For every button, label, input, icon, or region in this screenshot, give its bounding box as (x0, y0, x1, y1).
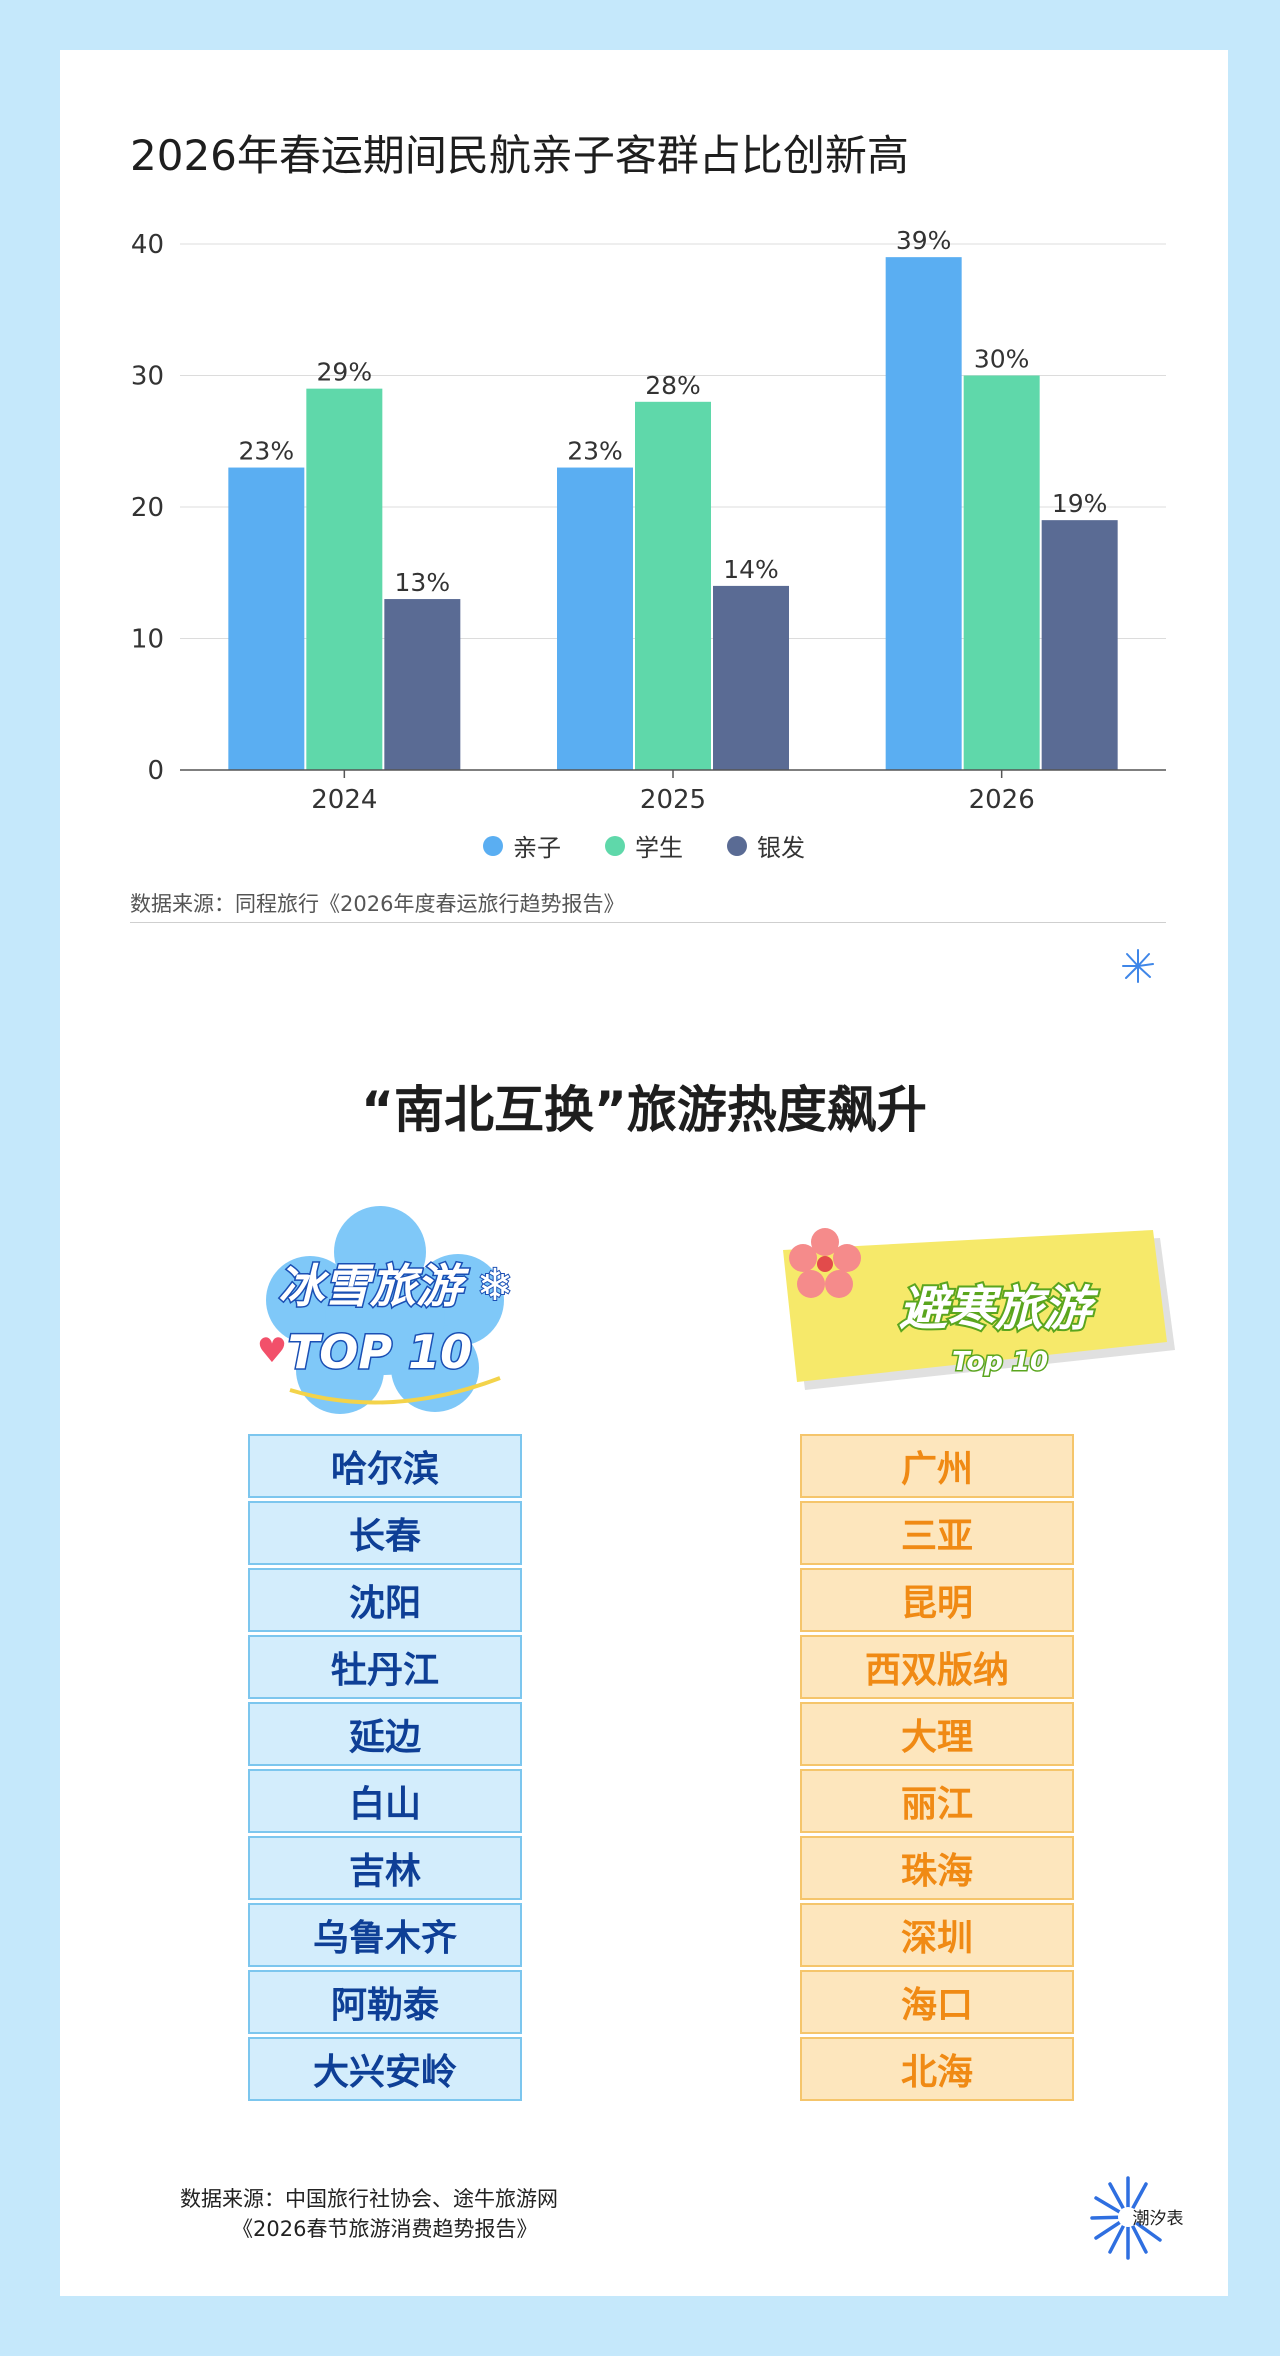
footer-source-line2: 《2026春节旅游消费趋势报告》 (232, 2217, 538, 2241)
data-label: 23% (239, 437, 295, 466)
heart-icon: ♥ (257, 1331, 287, 1371)
data-label: 30% (974, 345, 1030, 374)
brand-name: 潮汐表 (1133, 2209, 1184, 2229)
y-tick-label: 40 (131, 230, 164, 260)
list-item: 牡丹江 (248, 1635, 522, 1699)
bar (963, 375, 1040, 770)
legend-label: 亲子 (513, 834, 561, 862)
data-label: 23% (567, 437, 623, 466)
list-item: 阿勒泰 (248, 1970, 522, 2034)
footer-source-line1: 数据来源：中国旅行社协会、途牛旅游网 (180, 2187, 558, 2211)
y-tick-label: 20 (131, 493, 164, 523)
legend-swatch (605, 835, 625, 856)
list-item: 沈阳 (248, 1568, 522, 1632)
flower-icon (817, 1256, 833, 1272)
content-card: 2026年春运期间民航亲子客群占比创新高 0 10 20 30 40 23% 29% 13% 2… (60, 50, 1228, 2296)
bar (557, 467, 633, 770)
ice-snow-badge-line1: 冰雪旅游 (278, 1259, 470, 1313)
bar (384, 599, 461, 770)
data-label: 29% (317, 358, 373, 387)
brand-logo: 潮汐表 (1090, 2176, 1184, 2260)
list-item: 丽江 (800, 1769, 1074, 1833)
snowflake-icon: ❄ (477, 1260, 514, 1311)
bar (306, 388, 383, 770)
list-item: 珠海 (800, 1836, 1074, 1900)
warm-escape-city-list: 广州 三亚 昆明 西双版纳 大理 丽江 珠海 深圳 海口 北海 (800, 1434, 1074, 2104)
y-tick-label: 30 (131, 362, 164, 392)
bar (1041, 520, 1118, 770)
x-tick-label: 2024 (311, 785, 377, 815)
chart-legend: 亲子 学生 银发 (60, 828, 1228, 863)
list-item: 三亚 (800, 1501, 1074, 1565)
bar (885, 257, 962, 770)
ice-snow-badge-line2: TOP 10 (288, 1325, 472, 1379)
data-label: 39% (896, 226, 952, 255)
list-item: 大兴安岭 (248, 2037, 522, 2101)
list-item: 大理 (800, 1702, 1074, 1766)
list-item: 海口 (800, 1970, 1074, 2034)
chart-source: 数据来源：同程旅行《2026年度春运旅行趋势报告》 (130, 892, 625, 916)
list-item: 北海 (800, 2037, 1074, 2101)
legend-item-parent-child: 亲子 (483, 828, 561, 863)
divider (130, 922, 1166, 923)
list-item: 西双版纳 (800, 1635, 1074, 1699)
x-tick-label: 2025 (640, 785, 706, 815)
chart-title: 2026年春运期间民航亲子客群占比创新高 (130, 131, 909, 180)
list-item: 乌鲁木齐 (248, 1903, 522, 1967)
list-item: 长春 (248, 1501, 522, 1565)
data-label: 19% (1052, 489, 1108, 518)
ice-snow-top10-badge: 冰雪旅游 ❄ ♥ TOP 10 (257, 1206, 514, 1414)
section-title: “南北互换”旅游热度飙升 (361, 1081, 927, 1139)
data-label: 28% (645, 371, 701, 400)
y-tick-label: 10 (131, 625, 164, 655)
legend-label: 银发 (757, 834, 805, 862)
warm-badge-line1: 避寒旅游 (899, 1281, 1099, 1337)
legend-item-student: 学生 (605, 828, 683, 863)
bar-chart: 0 10 20 30 40 23% 29% 13% 2024 23% 28% 14% 2025 39% 30… (131, 226, 1166, 815)
footer-source: 数据来源：中国旅行社协会、途牛旅游网 《2026春节旅游消费趋势报告》 (180, 2184, 558, 2244)
list-item: 广州 (800, 1434, 1074, 1498)
data-label: 14% (723, 555, 779, 584)
legend-swatch (483, 835, 503, 856)
list-item: 哈尔滨 (248, 1434, 522, 1498)
bar (635, 401, 711, 770)
warm-badge-line2: Top 10 (952, 1347, 1048, 1377)
list-item: 延边 (248, 1702, 522, 1766)
legend-item-senior: 银发 (727, 828, 805, 863)
y-tick-label: 0 (147, 756, 164, 786)
list-item: 深圳 (800, 1903, 1074, 1967)
data-label: 13% (395, 568, 451, 597)
x-tick-label: 2026 (969, 785, 1035, 815)
legend-label: 学生 (635, 834, 683, 862)
list-item: 昆明 (800, 1568, 1074, 1632)
brand-mini-logo-icon (1122, 949, 1154, 983)
warm-escape-top10-badge: 避寒旅游 Top 10 (783, 1228, 1175, 1390)
bar (713, 585, 789, 770)
list-item: 白山 (248, 1769, 522, 1833)
legend-swatch (727, 835, 747, 856)
ice-snow-city-list: 哈尔滨 长春 沈阳 牡丹江 延边 白山 吉林 乌鲁木齐 阿勒泰 大兴安岭 (248, 1434, 522, 2104)
list-item: 吉林 (248, 1836, 522, 1900)
bar (228, 467, 305, 770)
